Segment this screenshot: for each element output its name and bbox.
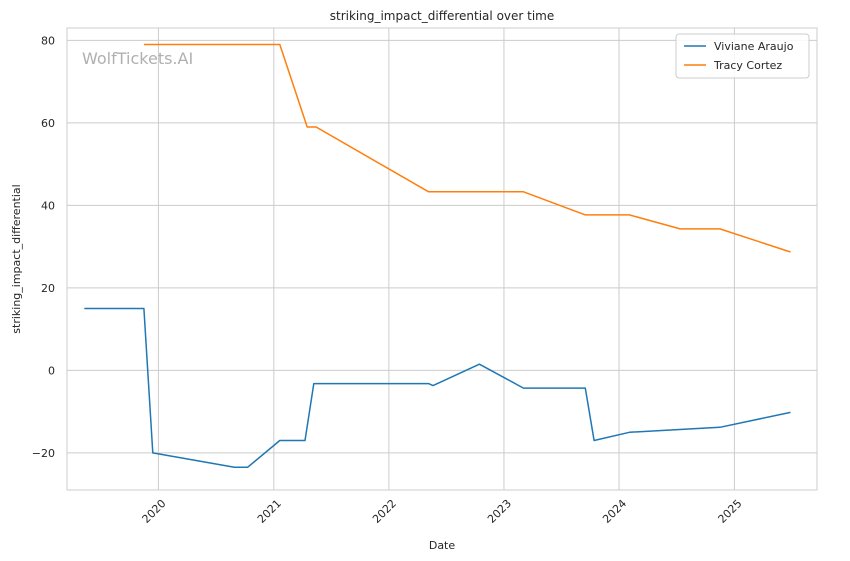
chart-title: striking_impact_differential over time xyxy=(330,9,555,23)
legend: Viviane Araujo Tracy Cortez xyxy=(675,33,810,79)
y-tick-label: 80 xyxy=(41,34,55,47)
y-tick-label: −20 xyxy=(32,447,55,460)
series-line-1 xyxy=(143,43,791,253)
plot-frame xyxy=(66,27,818,491)
y-tick-label: 0 xyxy=(48,364,55,377)
x-tick-label: 2025 xyxy=(716,497,745,526)
x-axis: 2020 2021 2022 2023 2024 2025 xyxy=(140,497,745,526)
legend-entry: Tracy Cortez xyxy=(713,59,782,72)
legend-box xyxy=(675,33,810,79)
series-line-0 xyxy=(84,307,791,469)
legend-entry: Viviane Araujo xyxy=(714,40,794,53)
watermark-text: WolfTickets.AI xyxy=(82,49,193,68)
grid xyxy=(67,28,817,490)
x-tick-label: 2024 xyxy=(600,497,629,526)
y-tick-label: 40 xyxy=(41,199,55,212)
plot-area xyxy=(67,28,817,490)
x-axis-label: Date xyxy=(429,539,456,552)
x-tick-label: 2023 xyxy=(485,497,514,526)
y-tick-label: 60 xyxy=(41,117,55,130)
y-tick-label: 20 xyxy=(41,282,55,295)
series-layer xyxy=(84,43,791,469)
x-tick-label: 2021 xyxy=(255,497,284,526)
y-axis: −20 0 20 40 60 80 xyxy=(32,34,55,460)
x-tick-label: 2020 xyxy=(140,497,169,526)
x-tick-label: 2022 xyxy=(370,497,399,526)
y-axis-label: striking_impact_differential xyxy=(10,184,23,333)
